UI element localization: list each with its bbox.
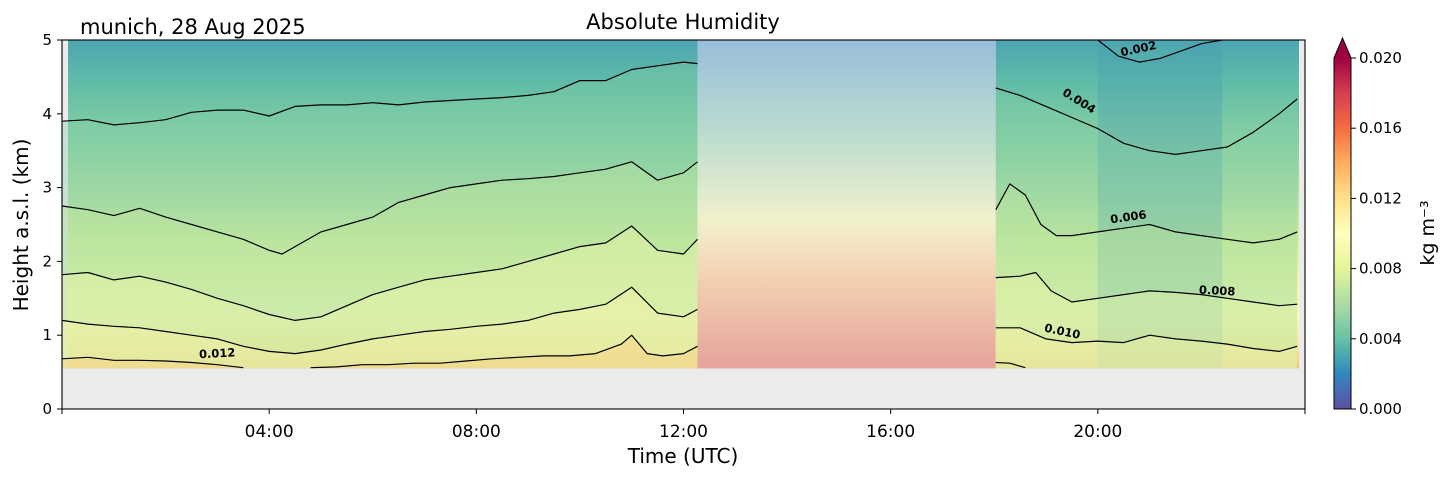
contour-band [995,327,1298,369]
contour-line-0_006 [995,183,1298,244]
contour-line-0_002 [1097,40,1223,63]
x-tick-label: 20:00 [1073,422,1122,442]
y-tick-label: 2 [42,252,52,270]
contour-lines [62,40,1298,369]
colorbar: 0.000 0.004 0.008 0.012 0.016 0.020 kg m⁻³ [1333,36,1439,418]
contour-band [62,287,698,369]
x-tick-label: 04:00 [245,422,294,442]
humidity-field [68,40,1299,369]
colorbar-label: kg m⁻³ [1417,200,1439,265]
field-block-masked [697,40,996,369]
contour-line-0_008 [995,271,1298,307]
contour-label: 0.006 [1109,207,1147,226]
field-block-right [995,40,1299,369]
colorbar-tick-label: 0.016 [1359,119,1402,137]
contour-line-0_006 [62,161,698,255]
colorbar-tick-label: 0.020 [1359,49,1402,67]
y-tick-label: 0 [42,400,52,418]
colorbar-tick-label: 0.012 [1359,189,1402,207]
contour-band [310,335,698,369]
colorbar-body [1334,58,1351,409]
contour-band [62,62,698,369]
contour-band [995,272,1298,369]
y-axis-label: Height a.s.l. (km) [9,139,33,312]
colorbar-tick-label: 0.000 [1359,400,1402,418]
y-tick-label: 3 [42,179,52,197]
x-axis: 04:00 08:00 12:00 16:00 20:00 [61,409,1306,442]
contour-band [995,183,1298,369]
field-block-left [68,40,698,369]
y-tick-label: 5 [42,31,52,49]
colorbar-frame [1333,36,1352,410]
contour-line-0_012 [310,334,698,369]
contour-band [995,87,1298,369]
y-tick-label: 4 [42,105,52,123]
contour-line-0_01 [995,327,1298,352]
contour-line-0_004 [995,87,1298,155]
contour-band [62,161,698,369]
contour-line-0_01 [62,286,698,355]
contour-band [62,225,698,369]
colorbar-tick-label: 0.004 [1359,330,1402,348]
contour-line-0_012 [995,361,1026,369]
location-date-label: munich, 28 Aug 2025 [80,15,306,39]
colorbar-ticks: 0.000 0.004 0.008 0.012 0.016 0.020 [1351,49,1402,418]
contour-label: 0.012 [199,345,236,361]
colorbar-extend-arrow [1334,38,1351,58]
y-axis: 0 1 2 3 4 5 [42,31,62,418]
y-tick-label: 1 [42,326,52,344]
contour-band [1097,40,1223,369]
contour-line-0_008 [62,225,698,321]
x-tick-label: 16:00 [866,422,915,442]
chart-title: Absolute Humidity [586,10,780,34]
x-tick-label: 12:00 [659,422,708,442]
x-tick-label: 08:00 [452,422,501,442]
contour-label: 0.008 [1199,283,1236,299]
contour-line-0_012 [62,356,244,369]
contour-line-0_004 [62,61,698,126]
colorbar-tick-label: 0.008 [1359,260,1402,278]
x-axis-label: Time (UTC) [627,444,739,468]
